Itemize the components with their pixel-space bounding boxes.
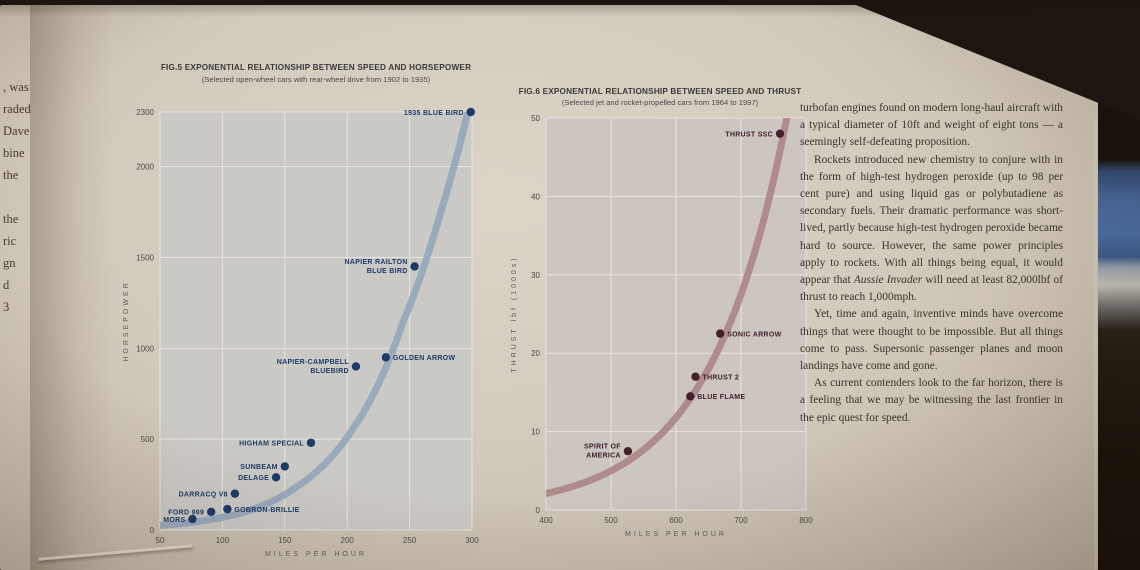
article-paragraph: turbofan engines found on modern long-ha… [800,102,1063,149]
fig6-chart: 400 500 600 700 800 0 10 20 30 40 50 MILES PER HOUR… [511,114,813,538]
svg-text:400: 400 [539,516,553,525]
fragment-line: 3 [3,300,10,314]
fragment-line: gn [3,256,16,270]
svg-text:1500: 1500 [136,253,154,262]
svg-text:MILES PER HOUR: MILES PER HOUR [265,551,367,558]
svg-text:0: 0 [536,506,541,515]
svg-text:1000: 1000 [136,344,154,353]
svg-text:250: 250 [403,536,417,545]
fig5-title: FIG.5 EXPONENTIAL RELATIONSHIP BETWEEN S… [160,63,472,72]
article-text-column: turbofan engines found on modern long-ha… [800,100,1063,427]
fragment-line: the [3,168,19,182]
svg-text:GOBRON-BRILLIE: GOBRON-BRILLIE [234,507,299,514]
svg-text:GOLDEN ARROW: GOLDEN ARROW [393,355,456,362]
fragment-line: ric [3,234,17,248]
svg-text:100: 100 [216,536,230,545]
svg-text:THRUST lbf (1000s): THRUST lbf (1000s) [511,255,518,372]
fragment-line: raded [3,102,31,116]
svg-text:10: 10 [531,428,540,437]
svg-text:FORD 999: FORD 999 [168,510,204,517]
svg-text:600: 600 [669,516,683,525]
fragment-line: , was [3,80,29,94]
fragment-line: the [3,212,19,226]
article-paragraph: Rockets introduced new chemistry to conj… [800,153,1063,304]
fig6-subtitle: (Selected jet and rocket-propelled cars … [561,98,759,107]
svg-text:BLUE FLAME: BLUE FLAME [697,394,745,401]
svg-text:HORSEPOWER: HORSEPOWER [123,280,130,361]
svg-text:500: 500 [141,435,155,444]
svg-text:THRUST 2: THRUST 2 [703,375,740,382]
svg-text:AMERICA: AMERICA [586,453,621,460]
article-paragraph: As current contenders look to the far ho… [800,377,1063,424]
svg-text:2000: 2000 [136,163,154,172]
svg-text:50: 50 [531,114,540,123]
svg-text:0: 0 [150,526,155,535]
svg-text:SPIRIT OF: SPIRIT OF [584,444,621,451]
fragment-line: bine [3,146,25,160]
left-page-text-fragments: , was raded Dave bine the the ric gn d 3 [3,76,45,318]
article-paragraph: Yet, time and again, inventive minds hav… [800,308,1063,373]
svg-text:MORS: MORS [163,517,185,524]
svg-text:BLUE BIRD: BLUE BIRD [367,268,408,275]
svg-text:DARRACQ V8: DARRACQ V8 [179,491,228,498]
svg-text:30: 30 [531,271,540,280]
svg-text:HIGHAM SPECIAL: HIGHAM SPECIAL [239,441,304,448]
fragment-line: d [3,278,10,292]
svg-text:800: 800 [799,516,813,525]
svg-text:SONIC ARROW: SONIC ARROW [727,331,781,338]
svg-text:NAPIER-CAMPBELL: NAPIER-CAMPBELL [277,359,350,366]
svg-text:700: 700 [734,516,748,525]
svg-text:THRUST SSC: THRUST SSC [725,131,773,138]
fragment-line: Dave [3,124,30,138]
svg-text:MILES PER HOUR: MILES PER HOUR [625,531,727,538]
fragment-line [3,186,45,208]
svg-text:200: 200 [341,536,355,545]
svg-text:SUNBEAM: SUNBEAM [240,464,277,471]
svg-text:2300: 2300 [136,108,154,117]
svg-text:NAPIER RAILTON: NAPIER RAILTON [345,259,408,266]
book-fore-edge [1098,0,1140,570]
svg-text:BLUEBIRD: BLUEBIRD [310,368,349,375]
fig6-title: FIG.6 EXPONENTIAL RELATIONSHIP BETWEEN S… [518,87,802,96]
fig5-subtitle: (Selected open-wheel cars with rear-whee… [201,75,431,84]
fig5-chart: 50 100 150 200 250 300 0 500 1000 1500 2000 2300 MIL… [123,107,479,558]
svg-text:50: 50 [156,536,165,545]
svg-text:1935 BLUE BIRD: 1935 BLUE BIRD [404,110,464,117]
svg-text:40: 40 [531,192,540,201]
svg-text:500: 500 [604,516,618,525]
svg-text:150: 150 [278,536,292,545]
svg-text:DELAGE: DELAGE [238,475,269,482]
svg-text:20: 20 [531,349,540,358]
svg-text:300: 300 [465,536,479,545]
